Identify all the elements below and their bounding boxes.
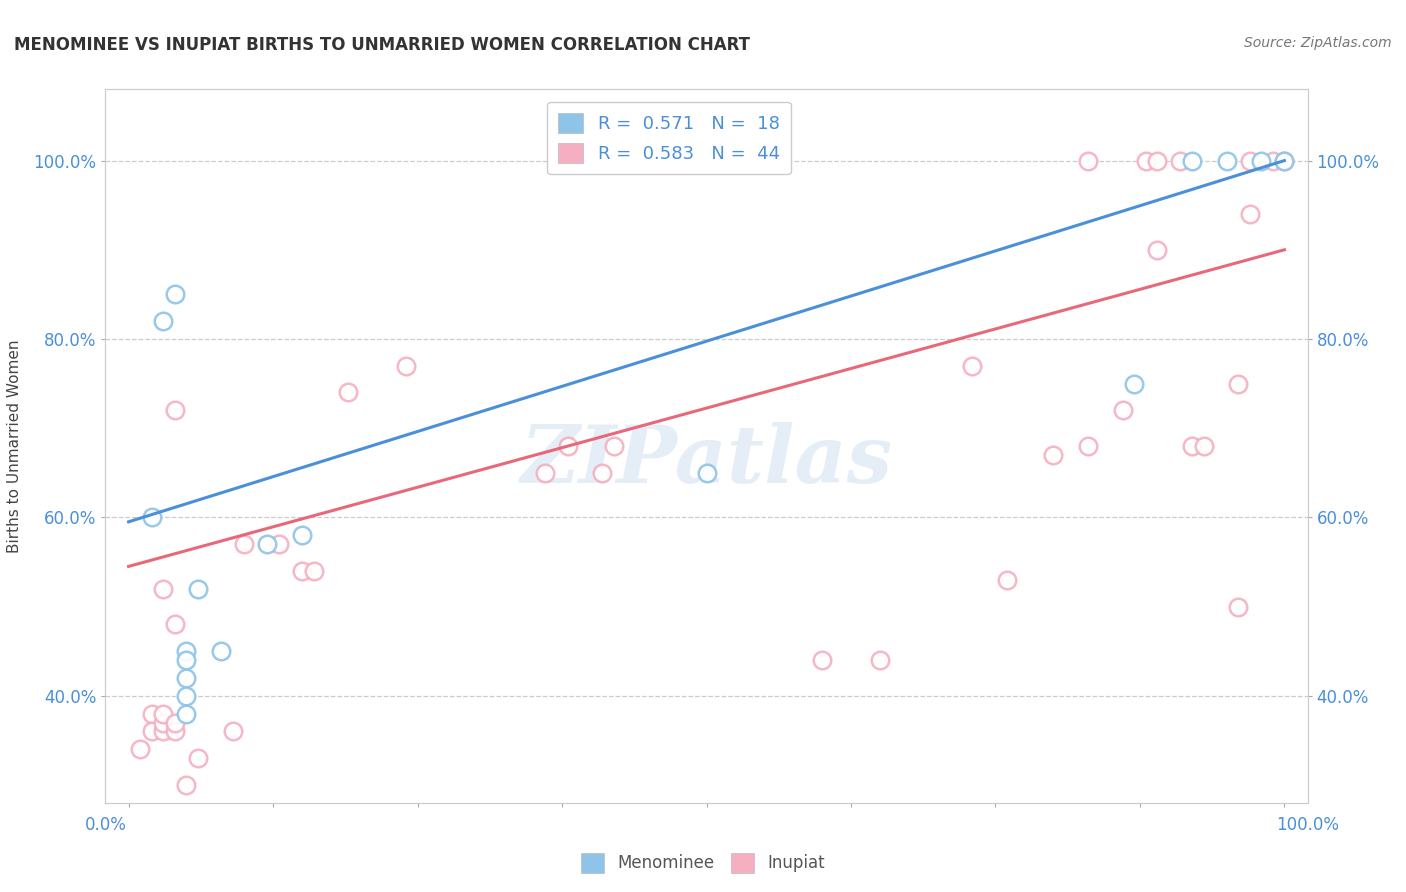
Point	[152, 724, 174, 739]
Point	[209, 644, 232, 658]
Point	[256, 537, 278, 551]
Point	[603, 439, 626, 453]
Text: 0.0%: 0.0%	[84, 816, 127, 834]
Point	[163, 287, 186, 301]
Point	[1261, 153, 1284, 168]
Point	[1042, 448, 1064, 462]
Point	[1274, 153, 1296, 168]
Point	[1123, 376, 1146, 391]
Point	[221, 724, 243, 739]
Point	[695, 466, 717, 480]
Point	[1135, 153, 1157, 168]
Point	[176, 706, 198, 721]
Point	[1170, 153, 1192, 168]
Point	[163, 715, 186, 730]
Point	[811, 653, 834, 667]
Y-axis label: Births to Unmarried Women: Births to Unmarried Women	[7, 339, 22, 553]
Point	[962, 359, 984, 373]
Point	[1215, 153, 1237, 168]
Point	[163, 403, 186, 417]
Point	[302, 564, 325, 578]
Point	[1239, 153, 1261, 168]
Point	[1250, 153, 1272, 168]
Point	[1227, 599, 1250, 614]
Point	[557, 439, 579, 453]
Text: Source: ZipAtlas.com: Source: ZipAtlas.com	[1244, 36, 1392, 50]
Point	[176, 689, 198, 703]
Point	[1227, 376, 1250, 391]
Point	[163, 617, 186, 632]
Point	[176, 778, 198, 792]
Point	[187, 751, 209, 765]
Point	[267, 537, 290, 551]
Point	[152, 582, 174, 596]
Point	[291, 564, 314, 578]
Text: ZIPatlas: ZIPatlas	[520, 422, 893, 499]
Point	[187, 582, 209, 596]
Text: 100.0%: 100.0%	[1277, 816, 1339, 834]
Point	[395, 359, 418, 373]
Point	[1181, 153, 1204, 168]
Point	[1192, 439, 1215, 453]
Point	[152, 706, 174, 721]
Point	[1181, 439, 1204, 453]
Point	[1146, 243, 1168, 257]
Point	[1111, 403, 1133, 417]
Point	[1274, 153, 1296, 168]
Point	[129, 742, 152, 756]
Text: MENOMINEE VS INUPIAT BIRTHS TO UNMARRIED WOMEN CORRELATION CHART: MENOMINEE VS INUPIAT BIRTHS TO UNMARRIED…	[14, 36, 749, 54]
Point	[141, 706, 163, 721]
Point	[141, 510, 163, 524]
Point	[152, 314, 174, 328]
Point	[995, 573, 1018, 587]
Point	[869, 653, 891, 667]
Point	[533, 466, 555, 480]
Legend: Menominee, Inupiat: Menominee, Inupiat	[574, 847, 832, 880]
Point	[176, 671, 198, 685]
Point	[176, 644, 198, 658]
Point	[152, 715, 174, 730]
Point	[141, 724, 163, 739]
Point	[1077, 439, 1099, 453]
Legend: R =  0.571   N =  18, R =  0.583   N =  44: R = 0.571 N = 18, R = 0.583 N = 44	[547, 102, 790, 174]
Point	[291, 528, 314, 542]
Point	[337, 385, 360, 400]
Point	[176, 653, 198, 667]
Point	[1239, 207, 1261, 221]
Point	[233, 537, 256, 551]
Point	[163, 724, 186, 739]
Point	[1146, 153, 1168, 168]
Point	[1077, 153, 1099, 168]
Point	[592, 466, 614, 480]
